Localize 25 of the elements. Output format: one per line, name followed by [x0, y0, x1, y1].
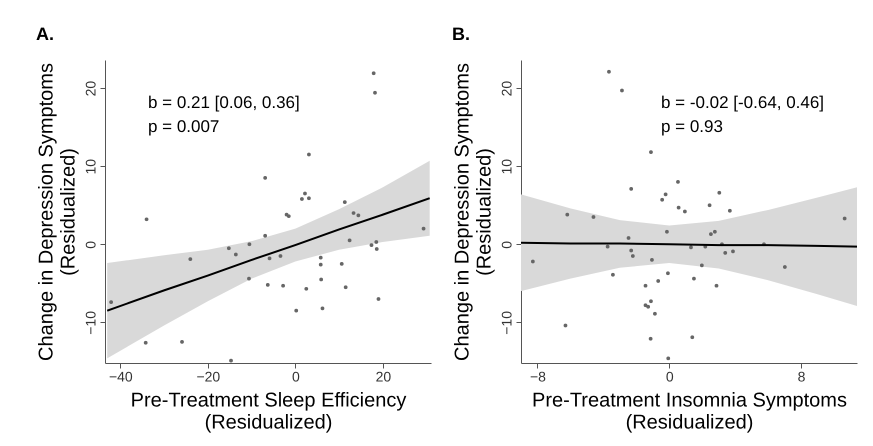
y-tick-label: 0: [82, 240, 98, 249]
x-tick-label: 0: [666, 368, 674, 384]
y-tick-label: 10: [82, 158, 98, 174]
chart-title: B.: [452, 24, 470, 44]
annotation: p = 0.93: [661, 117, 723, 136]
annotation: b = 0.21 [0.06, 0.36]: [148, 93, 300, 112]
y-tick-label: 20: [498, 80, 514, 96]
annotation: p = 0.007: [148, 117, 220, 136]
y-tick-label: −10: [498, 310, 514, 335]
x-axis-title: Pre-Treatment Insomnia Symptoms (Residualized): [532, 390, 847, 434]
y-axis-title: Change in Depression Symptoms (Residualized): [36, 63, 80, 361]
x-axis-title: Pre-Treatment Sleep Efficiency (Residualized): [130, 390, 406, 434]
y-tick-label: 20: [82, 80, 98, 96]
x-tick-label: 20: [376, 368, 392, 384]
x-tick-label: −8: [530, 368, 546, 384]
y-axis-title: Change in Depression Symptoms (Residualized): [452, 63, 496, 361]
y-tick-label: 10: [498, 158, 514, 174]
y-tick-label: −10: [82, 310, 98, 335]
x-tick-label: −20: [196, 368, 220, 384]
chart-title: A.: [36, 24, 54, 44]
y-tick-label: 0: [498, 240, 514, 249]
annotation: b = -0.02 [-0.64, 0.46]: [661, 93, 824, 112]
x-tick-label: −40: [108, 368, 133, 384]
x-tick-label: 0: [292, 368, 300, 384]
x-tick-label: 8: [798, 368, 806, 384]
